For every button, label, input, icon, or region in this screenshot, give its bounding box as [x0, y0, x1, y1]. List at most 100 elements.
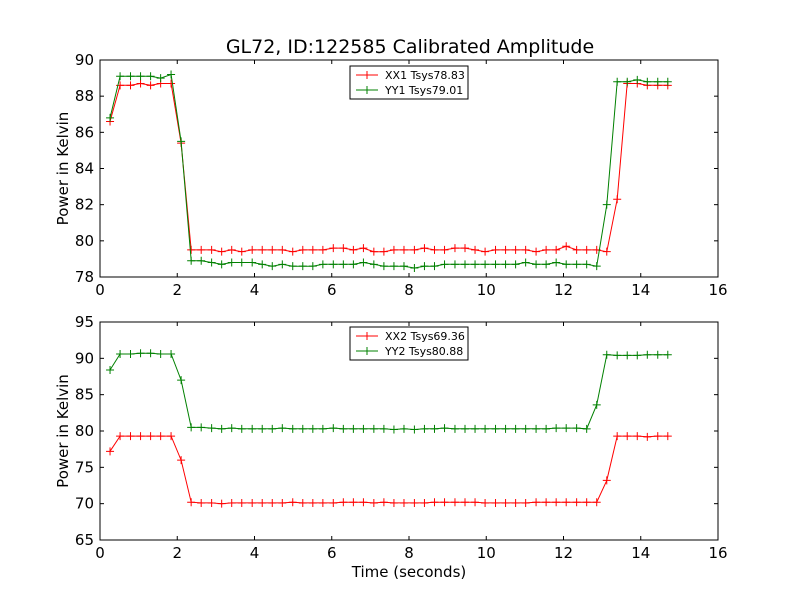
data-point-marker [491, 260, 500, 269]
data-point-marker [521, 258, 530, 267]
legend-marker [363, 71, 371, 79]
data-point-marker [248, 498, 257, 507]
data-point-marker [237, 498, 246, 507]
y-tick-label: 78 [75, 268, 94, 286]
data-point-marker [420, 424, 429, 433]
data-point-marker [643, 432, 652, 441]
data-point-marker [461, 424, 470, 433]
data-point-marker [349, 260, 358, 269]
data-point-marker [532, 260, 541, 269]
y-tick-label: 80 [75, 422, 94, 440]
data-point-marker [359, 498, 368, 507]
data-point-marker [501, 424, 510, 433]
data-point-marker [187, 423, 196, 432]
data-point-marker [532, 247, 541, 256]
data-point-marker [461, 260, 470, 269]
data-point-marker [471, 498, 480, 507]
data-point-marker [207, 498, 216, 507]
data-point-marker [450, 498, 459, 507]
x-tick-label: 8 [404, 281, 414, 299]
data-point-marker [552, 245, 561, 254]
data-point-marker [532, 498, 541, 507]
data-point-marker [359, 424, 368, 433]
data-point-marker [329, 260, 338, 269]
legend-label: YY1 Tsys79.01 [384, 84, 463, 97]
x-axis-title: Time (seconds) [351, 563, 467, 581]
data-point-marker [207, 245, 216, 254]
data-point-marker [339, 498, 348, 507]
data-point-marker [217, 247, 226, 256]
data-point-marker [106, 447, 115, 456]
data-point-marker [663, 77, 672, 86]
data-point-marker [532, 424, 541, 433]
data-point-marker [643, 350, 652, 359]
figure-title: GL72, ID:122585 Calibrated Amplitude [226, 36, 594, 58]
data-point-marker [308, 424, 317, 433]
data-point-marker [410, 263, 419, 272]
data-point-marker [308, 498, 317, 507]
y-tick-label: 88 [75, 87, 94, 105]
data-point-marker [116, 432, 125, 441]
data-point-marker [379, 247, 388, 256]
data-point-marker [582, 245, 591, 254]
x-tick-label: 6 [327, 544, 337, 562]
data-point-marker [288, 262, 297, 271]
data-point-marker [146, 81, 155, 90]
data-point-marker [217, 424, 226, 433]
data-point-marker [339, 260, 348, 269]
data-point-marker [389, 245, 398, 254]
data-point-marker [602, 247, 611, 256]
data-point-marker [237, 247, 246, 256]
data-point-marker [146, 432, 155, 441]
data-point-marker [430, 262, 439, 271]
data-point-marker [592, 498, 601, 507]
data-point-marker [613, 77, 622, 86]
data-point-marker [521, 424, 530, 433]
data-point-marker [542, 245, 551, 254]
data-point-marker [207, 424, 216, 433]
data-point-marker [623, 432, 632, 441]
data-point-marker [126, 72, 135, 81]
data-point-marker [430, 424, 439, 433]
data-point-marker [359, 258, 368, 267]
data-point-marker [582, 260, 591, 269]
data-point-marker [278, 245, 287, 254]
data-point-marker [481, 498, 490, 507]
data-point-marker [369, 247, 378, 256]
x-tick-label: 8 [404, 544, 414, 562]
y-tick-label: 80 [75, 232, 94, 250]
data-point-marker [481, 424, 490, 433]
data-point-marker [156, 74, 165, 83]
series-yy2 [106, 349, 672, 434]
data-point-marker [369, 424, 378, 433]
data-point-marker [167, 432, 176, 441]
data-point-marker [430, 245, 439, 254]
x-tick-label: 16 [708, 544, 727, 562]
data-point-marker [613, 195, 622, 204]
y-axis-title: Power in Kelvin [54, 374, 72, 488]
data-point-marker [258, 260, 267, 269]
data-point-marker [420, 262, 429, 271]
data-point-marker [379, 498, 388, 507]
bottom-panel: 0 2 4 6 8 10 12 14 16 65 70 75 80 85 90 95 Power in Kelv… [54, 313, 728, 581]
data-point-marker [278, 424, 287, 433]
data-point-marker [318, 245, 327, 254]
y-tick-label: 75 [75, 458, 94, 476]
x-tick-label: 0 [95, 281, 105, 299]
data-point-marker [288, 498, 297, 507]
data-point-marker [562, 242, 571, 251]
data-point-marker [653, 350, 662, 359]
data-point-marker [481, 260, 490, 269]
data-point-marker [136, 79, 145, 88]
data-point-marker [217, 260, 226, 269]
data-point-marker [592, 262, 601, 271]
data-point-marker [136, 72, 145, 81]
legend-marker [363, 332, 371, 340]
data-point-marker [572, 260, 581, 269]
y-tick-label: 70 [75, 495, 94, 513]
data-point-marker [318, 498, 327, 507]
data-point-marker [258, 498, 267, 507]
data-point-marker [633, 75, 642, 84]
data-point-marker [389, 425, 398, 434]
